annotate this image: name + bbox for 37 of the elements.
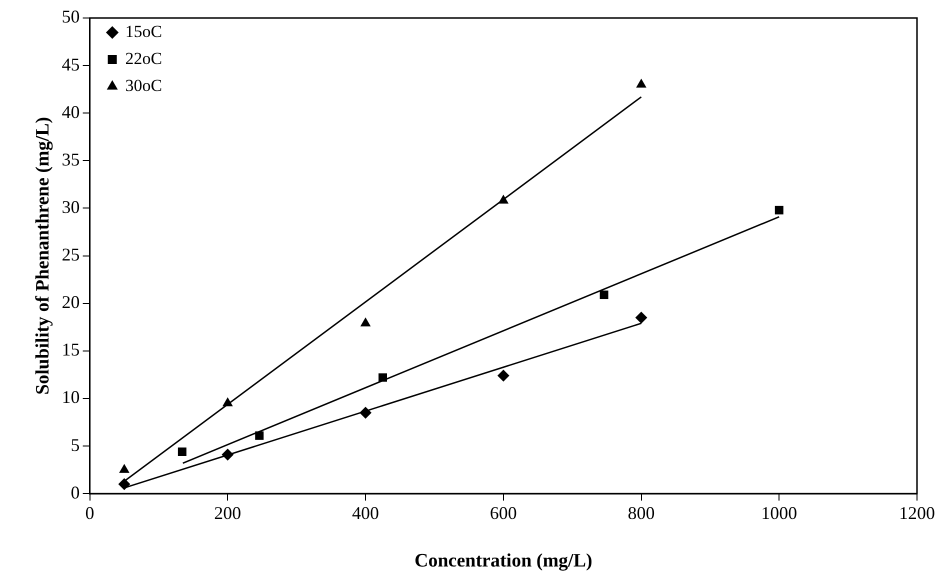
x-axis-title: Concentration (mg/L) [414,550,592,572]
x-tick-label: 0 [85,503,94,524]
legend-label: 15oC [125,22,162,41]
point [774,206,784,214]
point [360,406,372,419]
y-tick-label: 15 [62,340,80,360]
point [222,397,233,406]
point [222,448,234,461]
y-tick-label: 50 [62,6,80,27]
point [378,373,388,382]
x-tick-label: 1200 [899,503,935,524]
legend-label: 22oC [125,48,162,68]
x-tick-label: 800 [628,503,655,524]
y-axis-title: Solubility of Phenanthrene (mg/L) [32,116,54,395]
point [178,448,186,456]
x-tick-label: 400 [352,503,380,524]
y-tick-label: 30 [62,196,80,217]
y-tick-label: 10 [62,387,80,408]
x-tick-label: 600 [490,503,517,524]
y-tick-label: 40 [62,102,80,122]
point [600,290,608,300]
point [497,370,510,382]
point [498,194,509,204]
y-tick-label: 45 [62,54,80,74]
point [635,312,648,324]
y-tick-label: 25 [62,244,80,265]
point [636,78,646,88]
y-tick-label: 0 [70,482,80,502]
point [118,478,130,490]
point [255,431,264,440]
y-tick-label: 20 [62,292,80,312]
y-tick-label: 5 [70,434,80,455]
x-tick-label: 1000 [761,503,798,524]
legend-label: 30oC [125,76,162,95]
point [360,317,371,326]
x-tick-label: 200 [214,503,242,524]
y-tick-label: 35 [62,149,80,170]
